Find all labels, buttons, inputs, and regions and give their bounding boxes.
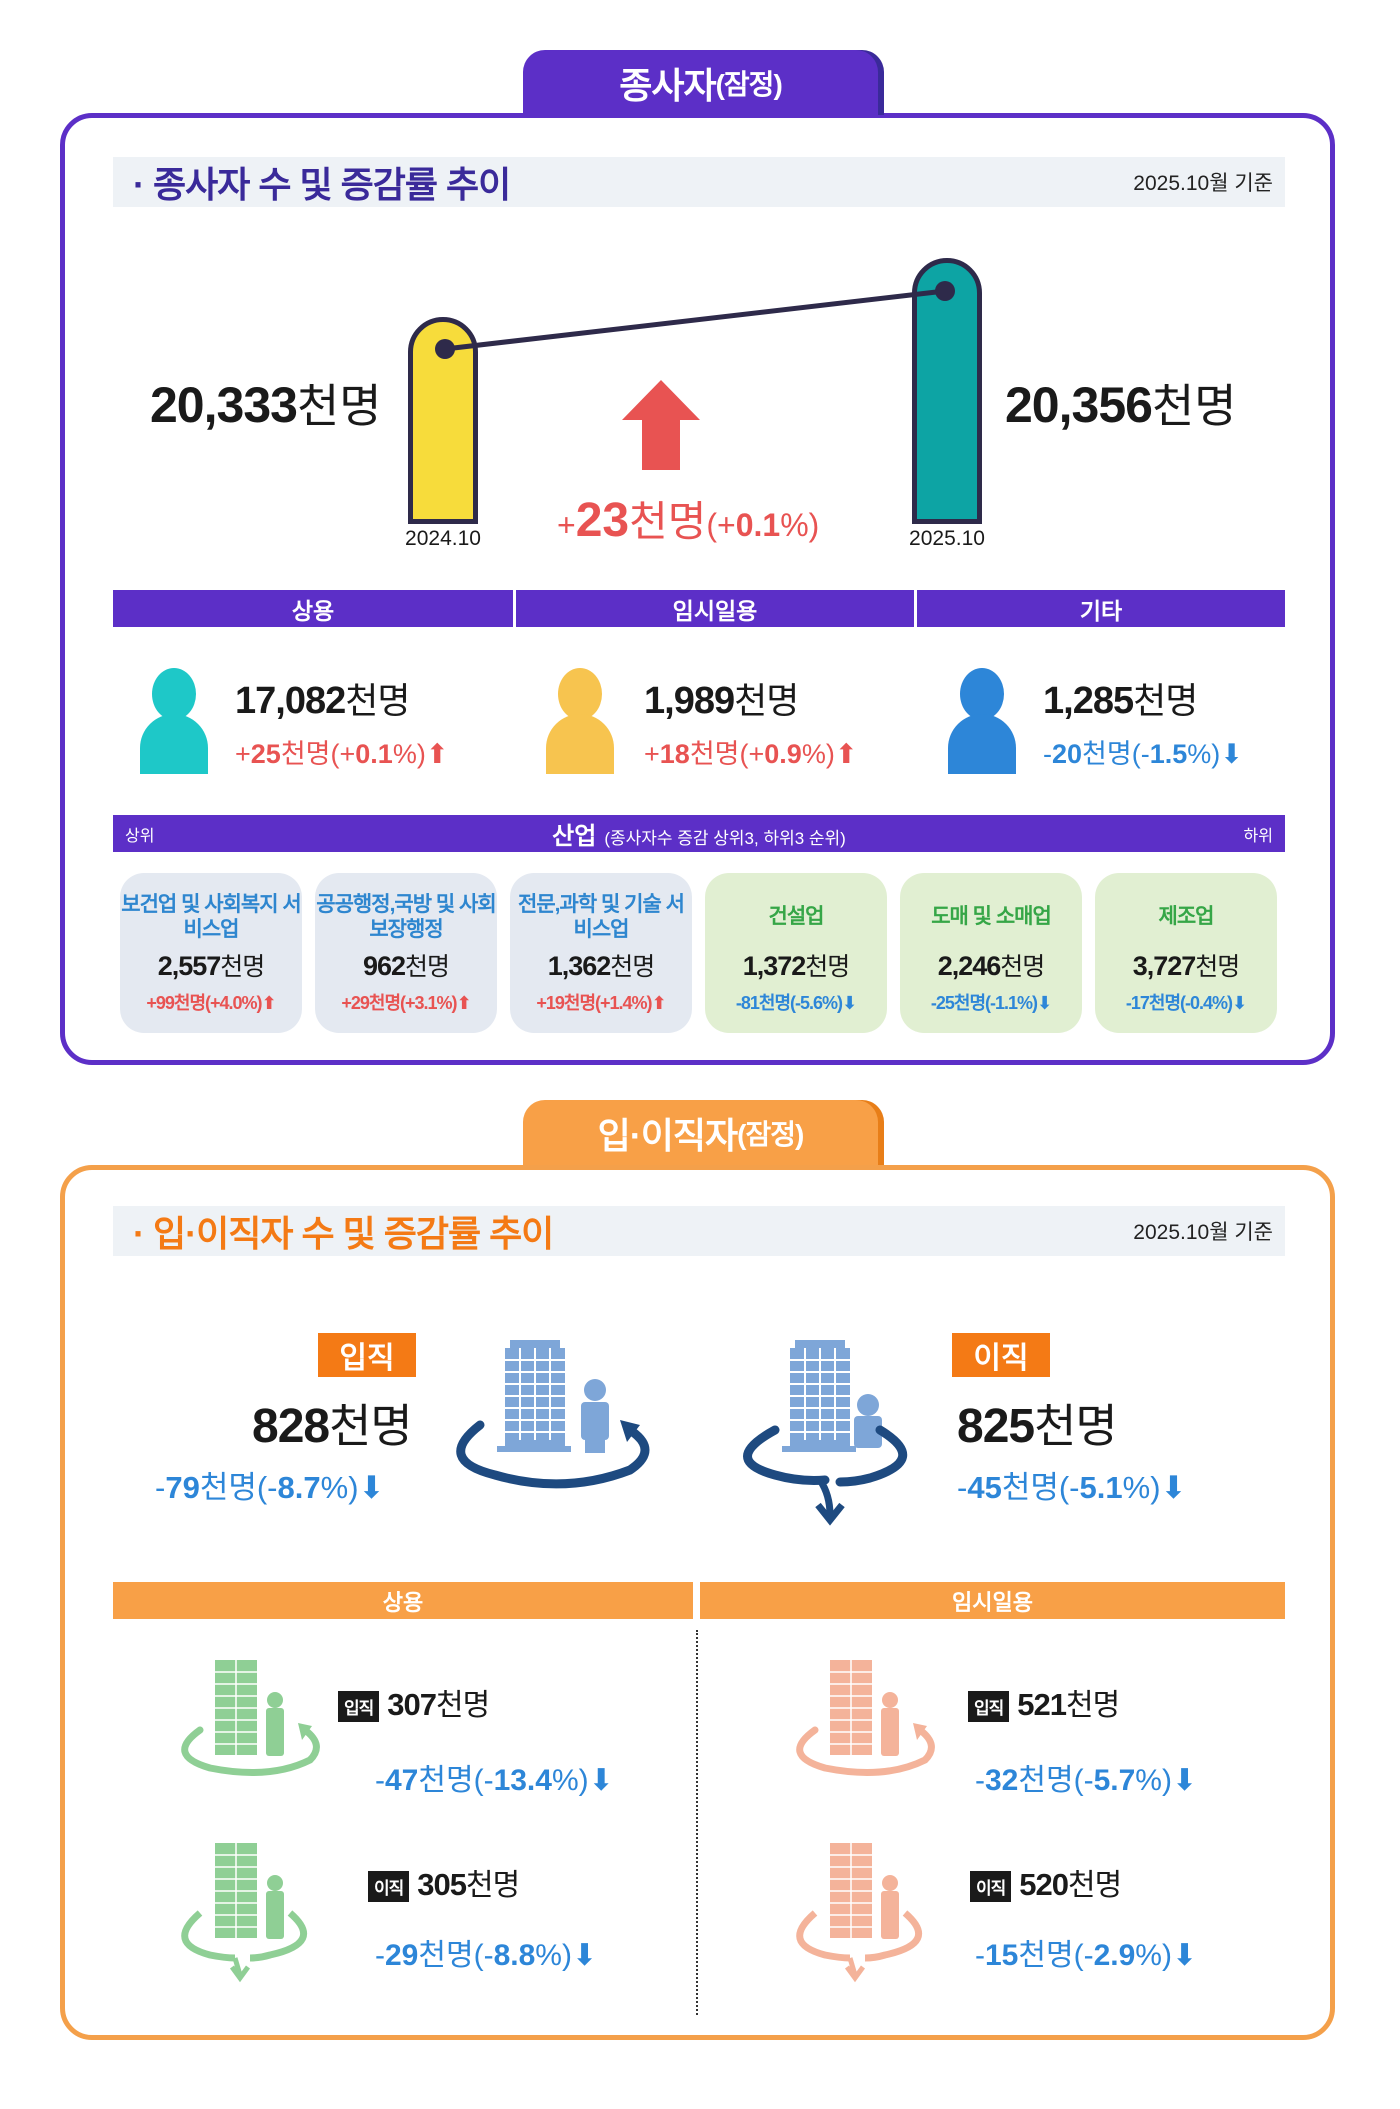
temporary-hire-change: -32천명(-5.7%)⬇ <box>975 1764 1198 1797</box>
temporary-separation-icon <box>796 1843 923 1983</box>
total-change: +23천명(+0.1%) <box>557 494 820 547</box>
arrow-up-icon: ⬆ <box>456 993 472 1013</box>
curr-total: 20,356천명 <box>1005 377 1237 433</box>
hire-value: 828천명 <box>252 1400 413 1453</box>
temporary-change: +18천명(+0.9%)⬆ <box>644 739 858 769</box>
other-value: 1,285천명 <box>1043 680 1198 722</box>
industry-title: 산업 <box>552 823 597 850</box>
prev-total: 20,333천명 <box>150 377 382 433</box>
turnover-tab-suffix: (잠정) <box>737 1118 804 1150</box>
separation-label: 이직 <box>952 1333 1050 1377</box>
arrow-down-icon: ⬇ <box>571 1939 598 1972</box>
temporary-hire-value: 입직 521천명 <box>968 1680 1120 1724</box>
industry-subtitle: (종사자수 증감 상위3, 하위3 순위) <box>604 829 846 848</box>
employees-heading: · 종사자 수 및 증감률 추이 <box>133 164 511 205</box>
arrow-down-icon: ⬇ <box>1220 739 1243 769</box>
regular-hire-value: 입직 307천명 <box>338 1680 490 1724</box>
arrow-down-icon: ⬇ <box>1160 1470 1187 1505</box>
curr-period: 2025.10 <box>909 527 985 550</box>
group-header-temporary: 임시일용 <box>700 1582 1285 1619</box>
arrow-down-icon: ⬇ <box>1171 1939 1198 1972</box>
arrow-up-icon: ⬆ <box>425 739 449 769</box>
temporary-hire-icon <box>796 1660 935 1776</box>
hire-change: -79천명(-8.7%)⬇ <box>155 1470 385 1505</box>
hire-label: 입직 <box>318 1333 416 1377</box>
separation-building-icon <box>743 1340 907 1526</box>
arrow-down-icon: ⬇ <box>1171 1764 1198 1797</box>
category-header-regular: 상용 <box>113 590 513 627</box>
person-icon-other <box>948 668 1016 774</box>
temporary-separation-value: 이직 520천명 <box>970 1860 1122 1904</box>
employees-tab-title: 종사자 <box>619 64 716 106</box>
category-header-other: 기타 <box>917 590 1285 627</box>
regular-hire-icon <box>181 1660 320 1776</box>
industry-header: 상위 산업 (종사자수 증감 상위3, 하위3 순위) 하위 <box>113 815 1285 852</box>
other-change: -20천명(-1.5%)⬇ <box>1043 739 1243 769</box>
category-header-temporary: 임시일용 <box>516 590 914 627</box>
regular-hire-change: -47천명(-13.4%)⬇ <box>375 1764 614 1797</box>
employees-panel <box>60 113 1335 1065</box>
arrow-down-icon: ⬇ <box>588 1764 614 1797</box>
industry-card: 공공행정,국방 및 사회보장행정 962천명 +29천명(+3.1%)⬆ <box>315 873 497 1033</box>
arrow-up-icon: ⬆ <box>834 739 858 769</box>
industry-top-label: 상위 <box>125 827 155 845</box>
prev-period: 2024.10 <box>405 527 481 550</box>
employees-tab-suffix: (잠정) <box>715 68 783 100</box>
separation-change: -45천명(-5.1%)⬇ <box>957 1470 1187 1505</box>
regular-separation-value: 이직 305천명 <box>368 1860 520 1904</box>
turnover-heading: · 입·이직자 수 및 증감률 추이 <box>133 1213 554 1254</box>
industry-card: 건설업 1,372천명 -81천명(-5.6%)⬇ <box>705 873 887 1033</box>
turnover-tab: 입·이직자 (잠정) <box>523 1100 878 1165</box>
arrow-down-icon: ⬇ <box>842 993 857 1013</box>
turnover-tab-title: 입·이직자 <box>597 1114 738 1156</box>
industry-card: 보건업 및 사회복지 서비스업 2,557천명 +99천명(+4.0%)⬆ <box>120 873 302 1033</box>
arrow-up-icon: ⬆ <box>651 993 667 1013</box>
person-icon-regular <box>140 668 208 774</box>
group-header-regular: 상용 <box>113 1582 693 1619</box>
regular-value: 17,082천명 <box>235 680 410 722</box>
industry-card: 도매 및 소매업 2,246천명 -25천명(-1.1%)⬇ <box>900 873 1082 1033</box>
trend-line <box>435 281 955 470</box>
turnover-date-note: 2025.10월 기준 <box>1133 1221 1273 1244</box>
arrow-up-icon: ⬆ <box>261 993 277 1013</box>
industry-bottom-label: 하위 <box>1243 827 1273 845</box>
temporary-separation-change: -15천명(-2.9%)⬇ <box>975 1939 1198 1972</box>
turnover-heading-bar: · 입·이직자 수 및 증감률 추이 2025.10월 기준 <box>113 1206 1285 1256</box>
industry-card: 전문,과학 및 기술 서비스업 1,362천명 +19천명(+1.4%)⬆ <box>510 873 692 1033</box>
industry-card: 제조업 3,727천명 -17천명(-0.4%)⬇ <box>1095 873 1277 1033</box>
regular-separation-icon <box>181 1843 308 1983</box>
turnover-panel <box>60 1165 1335 2040</box>
arrow-down-icon: ⬇ <box>1037 993 1052 1013</box>
separation-value: 825천명 <box>957 1400 1118 1453</box>
arrow-down-icon: ⬇ <box>358 1470 385 1505</box>
employees-tab: 종사자 (잠정) <box>523 50 878 115</box>
employees-heading-bar: · 종사자 수 및 증감률 추이 2025.10월 기준 <box>113 157 1285 207</box>
hire-building-icon <box>456 1340 650 1489</box>
arrow-down-icon: ⬇ <box>1232 993 1247 1013</box>
group-divider <box>696 1630 698 2015</box>
employees-date-note: 2025.10월 기준 <box>1133 172 1273 195</box>
person-icon-temporary <box>546 668 614 774</box>
regular-change: +25천명(+0.1%)⬆ <box>235 739 449 769</box>
temporary-value: 1,989천명 <box>644 680 799 722</box>
regular-separation-change: -29천명(-8.8%)⬇ <box>375 1939 598 1972</box>
curr-bar <box>912 258 982 524</box>
